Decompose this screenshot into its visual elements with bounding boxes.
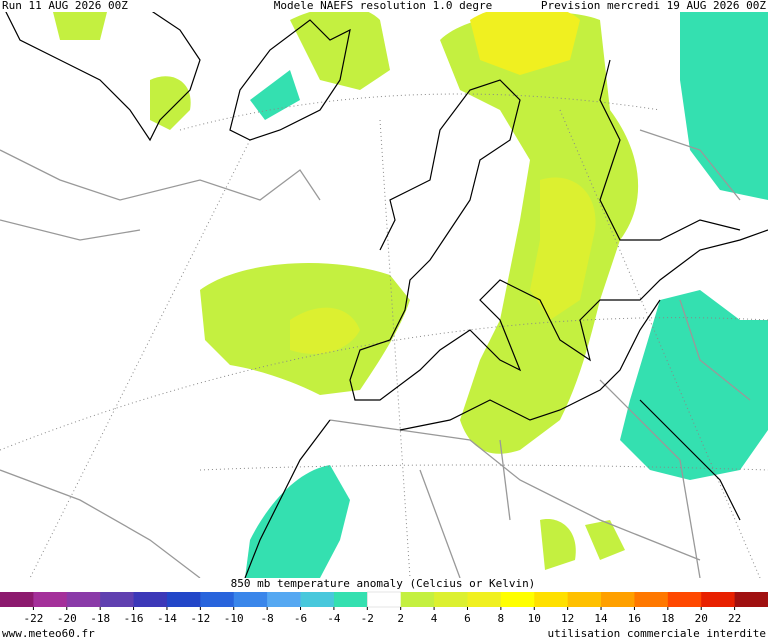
coastline	[639, 399, 741, 521]
colorbar-segment	[0, 592, 34, 607]
anomaly-area	[620, 290, 768, 480]
colorbar-tick-label: -12	[190, 612, 210, 625]
colorbar-segment	[133, 592, 168, 607]
colorbar-segment	[400, 592, 435, 607]
colorbar-tick-label: 16	[628, 612, 641, 625]
colorbar-segment	[267, 592, 302, 607]
colorbar-tick-label: 20	[695, 612, 708, 625]
latitude-line	[0, 317, 768, 451]
colorbar-tick-label: -18	[90, 612, 110, 625]
anomaly-area	[290, 307, 360, 354]
map	[0, 0, 768, 579]
model-name: Modele NAEFS resolution 1.0 degre	[274, 0, 493, 12]
coastline	[599, 59, 741, 241]
colorbar-tick-label: -14	[157, 612, 177, 625]
run-time: Run 11 AUG 2026 00Z	[2, 0, 128, 12]
site-url: www.meteo60.fr	[2, 627, 95, 640]
colorbar-tick-label: -22	[23, 612, 43, 625]
colorbar-tick-label: -16	[124, 612, 144, 625]
latitude-line	[179, 93, 661, 131]
colorbar-segment	[200, 592, 235, 607]
colorbar-tick-label: 18	[661, 612, 674, 625]
anomaly-area	[245, 465, 350, 578]
colorbar-segment	[734, 592, 768, 607]
colorbar-tick-label: 4	[431, 612, 438, 625]
colorbar-tick-label: -6	[294, 612, 307, 625]
anomaly-fields	[50, 0, 768, 578]
colorbar-segment	[100, 592, 135, 607]
colorbar-tick-label: 2	[397, 612, 404, 625]
header-background	[0, 0, 768, 12]
colorbar-segment	[601, 592, 635, 607]
colorbar-tick-label: -4	[327, 612, 341, 625]
usage-notice: utilisation commerciale interdite	[547, 627, 766, 640]
colorbar-segment	[467, 592, 502, 607]
colorbar-segment	[367, 591, 402, 608]
border-lines	[0, 129, 751, 579]
colorbar-segment	[701, 592, 736, 607]
colorbar-tick-label: 14	[594, 612, 608, 625]
anomaly-area	[680, 0, 768, 200]
map-lines	[0, 0, 768, 579]
colorbar-tick-label: -10	[224, 612, 244, 625]
anomaly-area	[250, 70, 300, 120]
colorbar-segment	[567, 592, 602, 607]
colorbar-tick-label: -20	[57, 612, 77, 625]
coastline	[399, 299, 661, 431]
anomaly-area	[470, 5, 580, 75]
colorbar-tick-label: 6	[464, 612, 471, 625]
colorbar: -22 -20 -18 -16 -14 -12 -10 -8 -6 -4 -2 2 4 6 8 10 12 14 1…	[0, 591, 768, 625]
longitude-line	[379, 119, 411, 579]
coastline	[0, 0, 201, 142]
header: Run 11 AUG 2026 00Z Modele NAEFS resolut…	[0, 0, 768, 12]
anomaly-area	[150, 76, 191, 130]
colorbar-tick-label: 10	[528, 612, 541, 625]
colorbar-tick-label: 12	[561, 612, 574, 625]
colorbar-segment	[33, 592, 68, 607]
forecast-time: Prevision mercredi 19 AUG 2026 00Z	[541, 0, 767, 12]
colorbar-tick-label: 8	[498, 612, 505, 625]
colorbar-segment	[66, 592, 101, 607]
colorbar-segment	[500, 592, 535, 607]
colorbar-segment	[667, 592, 702, 607]
longitude-line	[29, 139, 251, 579]
anomaly-area	[290, 6, 390, 91]
colorbar-segment	[233, 592, 268, 607]
coastline	[244, 419, 331, 579]
colorbar-segment	[534, 592, 569, 607]
anomaly-area	[440, 11, 639, 454]
longitude-line	[559, 109, 761, 579]
colorbar-segment	[166, 592, 201, 607]
colorbar-segment	[434, 592, 468, 607]
colorbar-segment	[634, 592, 669, 607]
legend-title: 850 mb temperature anomaly (Celcius or K…	[231, 577, 536, 590]
anomaly-area	[530, 177, 596, 320]
colorbar-tick-label: -2	[361, 612, 374, 625]
colorbar-tick-label: 22	[728, 612, 741, 625]
legend-background	[0, 578, 768, 640]
coastline	[349, 79, 768, 401]
colorbar-segment	[333, 592, 368, 607]
anomaly-area	[585, 520, 625, 560]
coastline	[229, 19, 351, 141]
colorbar-segment	[300, 592, 335, 607]
anomaly-area	[540, 519, 576, 570]
colorbar-tick-label: -8	[261, 612, 274, 625]
